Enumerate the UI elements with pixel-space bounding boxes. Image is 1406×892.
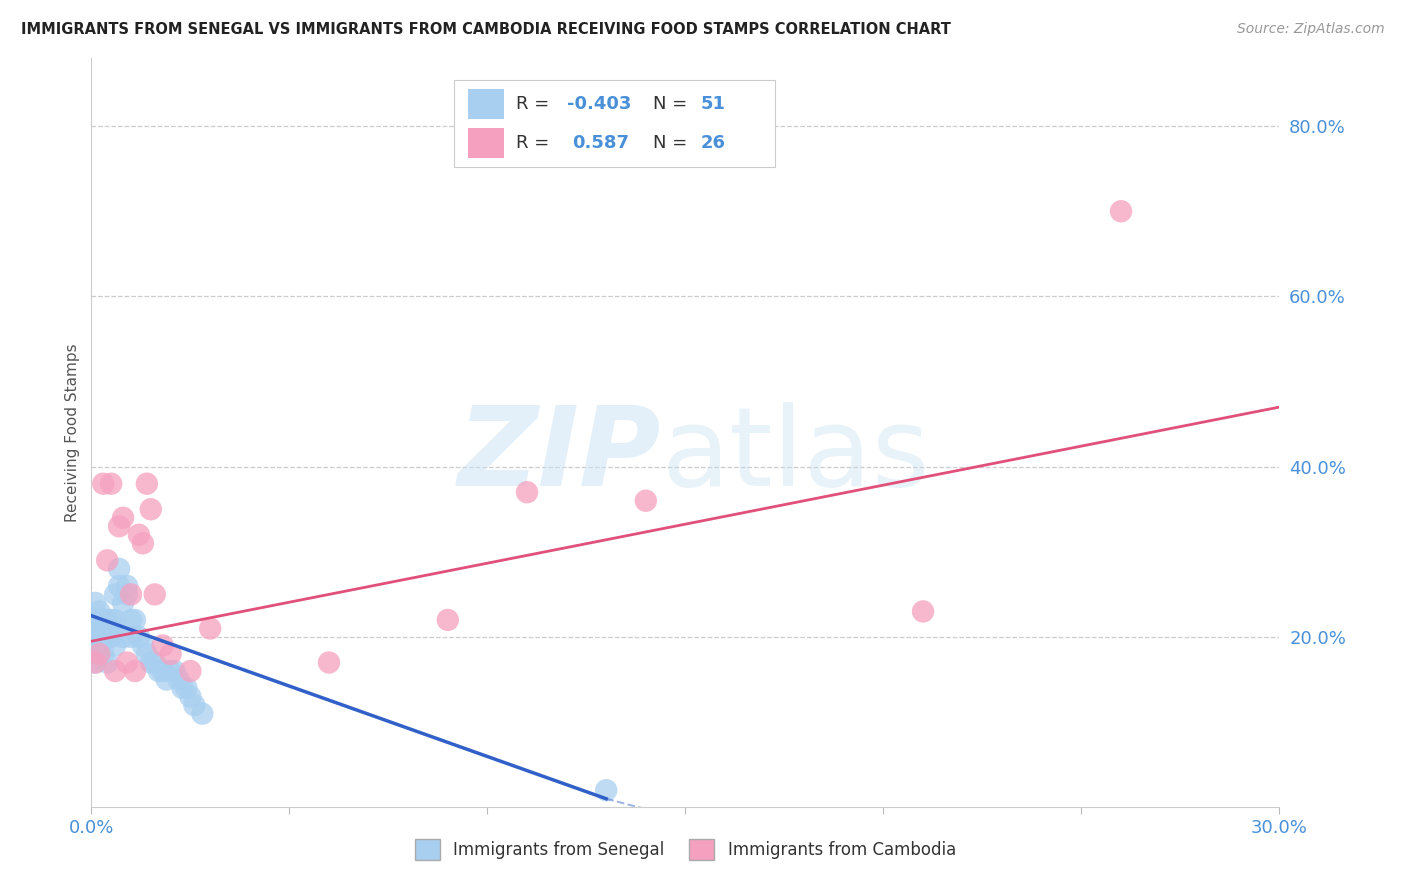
Point [139,656,162,670]
Text: R =: R = [516,134,560,152]
FancyBboxPatch shape [454,80,775,167]
Point [100,630,122,644]
Point [143,656,166,670]
Point [516,485,538,500]
Text: IMMIGRANTS FROM SENEGAL VS IMMIGRANTS FROM CAMBODIA RECEIVING FOOD STAMPS CORREL: IMMIGRANTS FROM SENEGAL VS IMMIGRANTS FR… [21,22,950,37]
Point [143,587,166,601]
Text: 26: 26 [700,134,725,152]
Point [159,647,181,661]
Point [120,587,142,601]
Point [100,622,122,636]
Point [96,613,118,627]
FancyBboxPatch shape [468,89,503,120]
Text: R =: R = [516,95,554,113]
Point [124,664,146,678]
Text: Source: ZipAtlas.com: Source: ZipAtlas.com [1237,22,1385,37]
Text: 0.587: 0.587 [572,134,630,152]
Point [91,476,114,491]
Point [128,630,150,644]
Point [200,622,222,636]
Point [96,656,118,670]
Text: atlas: atlas [662,401,931,508]
Point [84,596,107,610]
Point [179,664,201,678]
Point [595,783,617,797]
Point [91,647,114,661]
Point [89,639,111,653]
Text: N =: N = [654,95,693,113]
Point [120,630,142,644]
Point [172,681,194,695]
Point [89,622,111,636]
Point [100,613,122,627]
Point [167,673,190,687]
Point [108,519,131,533]
Point [634,493,657,508]
Point [191,706,214,721]
Point [163,664,186,678]
Point [84,613,107,627]
Point [91,622,114,636]
Point [96,622,118,636]
Point [135,647,157,661]
Point [128,528,150,542]
Text: N =: N = [654,134,693,152]
Point [89,604,111,618]
Y-axis label: Receiving Food Stamps: Receiving Food Stamps [65,343,80,522]
Point [84,630,107,644]
Legend: Immigrants from Senegal, Immigrants from Cambodia: Immigrants from Senegal, Immigrants from… [408,833,963,866]
Point [104,587,127,601]
Point [89,647,111,661]
Point [91,630,114,644]
Point [183,698,205,712]
Point [91,613,114,627]
Point [108,562,131,576]
Point [104,664,127,678]
Point [84,656,107,670]
Point [96,553,118,567]
FancyBboxPatch shape [468,128,503,158]
Point [152,639,174,653]
Point [318,656,340,670]
Point [89,613,111,627]
Point [436,613,458,627]
Point [124,613,146,627]
Point [159,664,181,678]
Point [115,579,138,593]
Point [96,630,118,644]
Point [120,613,142,627]
Point [156,673,179,687]
Text: -0.403: -0.403 [567,95,631,113]
Point [104,639,127,653]
Point [115,587,138,601]
Point [112,510,135,524]
Point [115,656,138,670]
Point [139,502,162,516]
Point [112,596,135,610]
Point [132,536,155,550]
Text: ZIP: ZIP [458,401,662,508]
Point [104,613,127,627]
Point [100,476,122,491]
Point [112,630,135,644]
Point [132,639,155,653]
Point [84,647,107,661]
Point [84,656,107,670]
Point [179,690,201,704]
Point [148,664,170,678]
Point [176,681,198,695]
Point [1109,204,1132,219]
Text: 51: 51 [700,95,725,113]
Point [108,579,131,593]
Point [911,604,934,618]
Point [152,664,174,678]
Point [89,647,111,661]
Point [135,476,157,491]
